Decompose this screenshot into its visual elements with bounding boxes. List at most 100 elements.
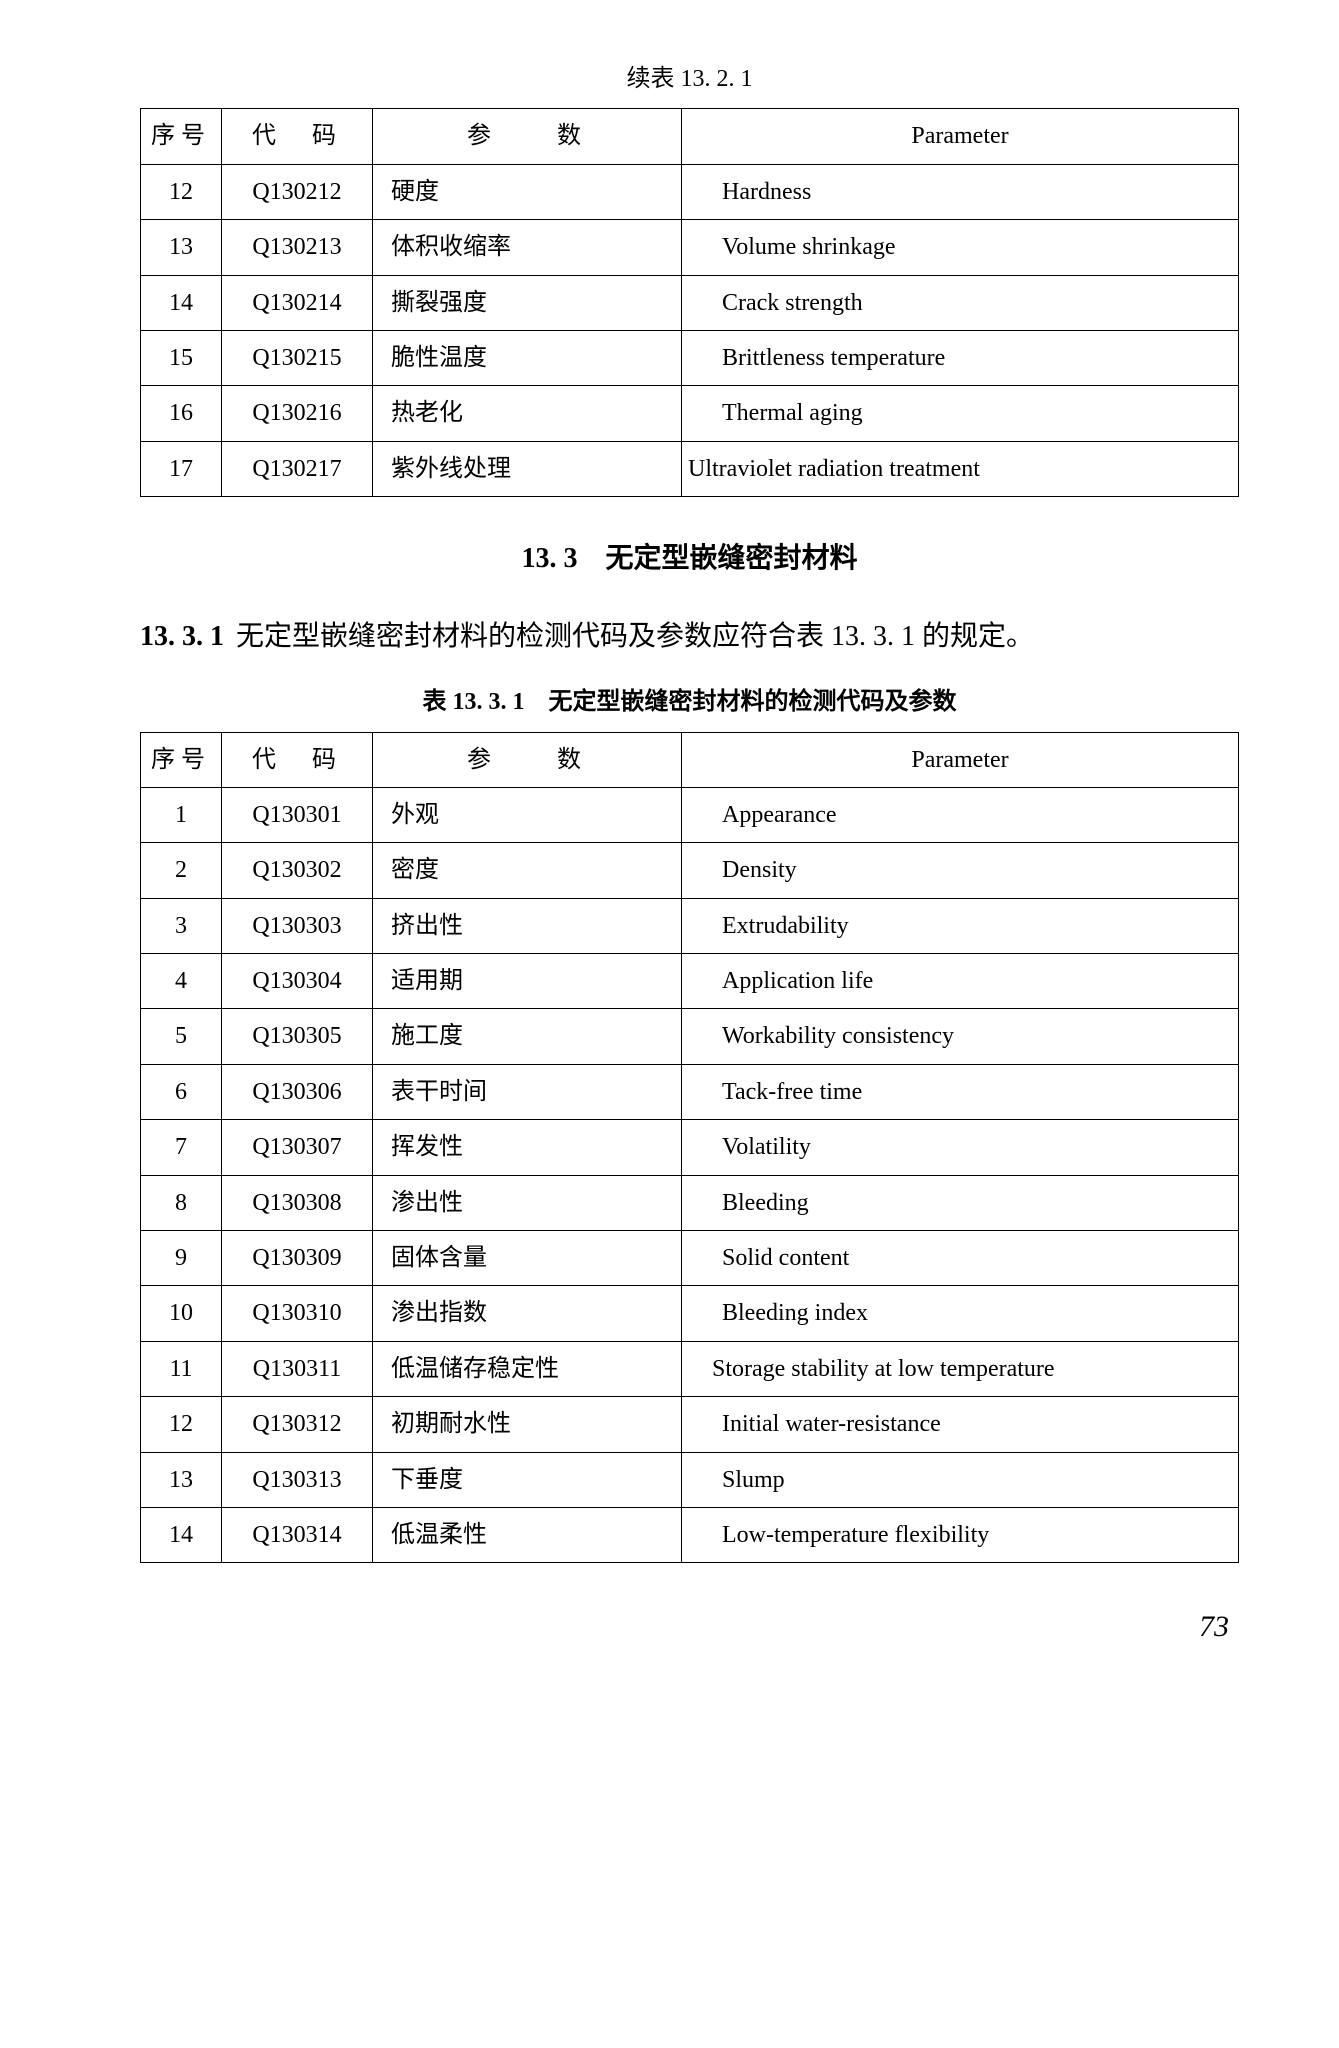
- cell-param-en: Thermal aging: [682, 386, 1239, 441]
- cell-code: Q130215: [222, 330, 373, 385]
- cell-seq: 14: [141, 1507, 222, 1562]
- cell-seq: 17: [141, 441, 222, 496]
- cell-code: Q130214: [222, 275, 373, 330]
- table-13-2-1-continued: 序号 代 码 参 数 Parameter 12Q130212硬度Hardness…: [140, 108, 1239, 497]
- cell-param-cn: 表干时间: [373, 1064, 682, 1119]
- table-row: 9Q130309固体含量Solid content: [141, 1231, 1239, 1286]
- cell-param-cn: 体积收缩率: [373, 220, 682, 275]
- cell-seq: 3: [141, 898, 222, 953]
- cell-code: Q130213: [222, 220, 373, 275]
- cell-code: Q130217: [222, 441, 373, 496]
- cell-param-en: Slump: [682, 1452, 1239, 1507]
- table2-header-param-en: Parameter: [682, 732, 1239, 787]
- cell-param-cn: 初期耐水性: [373, 1397, 682, 1452]
- table-row: 10Q130310渗出指数Bleeding index: [141, 1286, 1239, 1341]
- table2-header-row: 序号 代 码 参 数 Parameter: [141, 732, 1239, 787]
- cell-param-cn: 适用期: [373, 954, 682, 1009]
- cell-seq: 12: [141, 164, 222, 219]
- cell-code: Q130307: [222, 1120, 373, 1175]
- clause-paragraph: 13. 3. 1无定型嵌缝密封材料的检测代码及参数应符合表 13. 3. 1 的…: [140, 610, 1239, 663]
- cell-param-en: Volatility: [682, 1120, 1239, 1175]
- page-number: 73: [140, 1603, 1239, 1651]
- cell-code: Q130305: [222, 1009, 373, 1064]
- cell-param-cn: 施工度: [373, 1009, 682, 1064]
- table2-header-code: 代 码: [222, 732, 373, 787]
- cell-seq: 7: [141, 1120, 222, 1175]
- table1-caption: 续表 13. 2. 1: [140, 60, 1239, 98]
- cell-code: Q130301: [222, 787, 373, 842]
- cell-param-en: Bleeding index: [682, 1286, 1239, 1341]
- table-row: 12Q130212硬度Hardness: [141, 164, 1239, 219]
- cell-param-en: Brittleness temperature: [682, 330, 1239, 385]
- cell-code: Q130303: [222, 898, 373, 953]
- cell-param-cn: 脆性温度: [373, 330, 682, 385]
- cell-seq: 4: [141, 954, 222, 1009]
- cell-seq: 8: [141, 1175, 222, 1230]
- cell-code: Q130313: [222, 1452, 373, 1507]
- cell-seq: 6: [141, 1064, 222, 1119]
- cell-param-cn: 渗出性: [373, 1175, 682, 1230]
- cell-param-en: Initial water-resistance: [682, 1397, 1239, 1452]
- table-row: 11Q130311低温储存稳定性 Storage stability at lo…: [141, 1341, 1239, 1396]
- cell-seq: 10: [141, 1286, 222, 1341]
- cell-param-en: Workability consistency: [682, 1009, 1239, 1064]
- cell-code: Q130212: [222, 164, 373, 219]
- table2-header-param-cn: 参 数: [373, 732, 682, 787]
- cell-param-cn: 外观: [373, 787, 682, 842]
- cell-seq: 13: [141, 1452, 222, 1507]
- table2-caption: 表 13. 3. 1 无定型嵌缝密封材料的检测代码及参数: [140, 683, 1239, 721]
- cell-param-en: Solid content: [682, 1231, 1239, 1286]
- table1-header-seq: 序号: [141, 109, 222, 164]
- table1-header-row: 序号 代 码 参 数 Parameter: [141, 109, 1239, 164]
- cell-param-cn: 硬度: [373, 164, 682, 219]
- cell-code: Q130216: [222, 386, 373, 441]
- cell-code: Q130302: [222, 843, 373, 898]
- cell-seq: 13: [141, 220, 222, 275]
- cell-code: Q130310: [222, 1286, 373, 1341]
- cell-param-en: Appearance: [682, 787, 1239, 842]
- table-row: 1Q130301外观Appearance: [141, 787, 1239, 842]
- cell-seq: 11: [141, 1341, 222, 1396]
- cell-param-en: Bleeding: [682, 1175, 1239, 1230]
- cell-param-en: Density: [682, 843, 1239, 898]
- cell-seq: 1: [141, 787, 222, 842]
- table1-header-code: 代 码: [222, 109, 373, 164]
- table1-header-param-cn: 参 数: [373, 109, 682, 164]
- table-row: 7Q130307挥发性Volatility: [141, 1120, 1239, 1175]
- cell-code: Q130311: [222, 1341, 373, 1396]
- cell-code: Q130309: [222, 1231, 373, 1286]
- table-row: 8Q130308渗出性Bleeding: [141, 1175, 1239, 1230]
- cell-param-en: Volume shrinkage: [682, 220, 1239, 275]
- cell-param-cn: 低温柔性: [373, 1507, 682, 1562]
- cell-param-cn: 挥发性: [373, 1120, 682, 1175]
- table-row: 3Q130303挤出性Extrudability: [141, 898, 1239, 953]
- cell-code: Q130312: [222, 1397, 373, 1452]
- table2-header-seq: 序号: [141, 732, 222, 787]
- cell-seq: 15: [141, 330, 222, 385]
- cell-param-cn: 挤出性: [373, 898, 682, 953]
- table-row: 2Q130302密度Density: [141, 843, 1239, 898]
- cell-code: Q130308: [222, 1175, 373, 1230]
- table1-header-param-en: Parameter: [682, 109, 1239, 164]
- cell-param-en: Crack strength: [682, 275, 1239, 330]
- cell-param-cn: 下垂度: [373, 1452, 682, 1507]
- table-row: 6Q130306表干时间Tack-free time: [141, 1064, 1239, 1119]
- table-row: 12Q130312初期耐水性Initial water-resistance: [141, 1397, 1239, 1452]
- cell-param-en: Ultraviolet radiation treatment: [682, 441, 1239, 496]
- table-row: 5Q130305施工度Workability consistency: [141, 1009, 1239, 1064]
- table-row: 13Q130213体积收缩率Volume shrinkage: [141, 220, 1239, 275]
- cell-param-cn: 固体含量: [373, 1231, 682, 1286]
- table-row: 13Q130313下垂度Slump: [141, 1452, 1239, 1507]
- cell-param-en: Storage stability at low temperature: [682, 1341, 1239, 1396]
- cell-param-en: Tack-free time: [682, 1064, 1239, 1119]
- section-heading: 13. 3 无定型嵌缝密封材料: [140, 537, 1239, 582]
- table-row: 4Q130304适用期Application life: [141, 954, 1239, 1009]
- cell-seq: 2: [141, 843, 222, 898]
- clause-text: 无定型嵌缝密封材料的检测代码及参数应符合表 13. 3. 1 的规定。: [236, 621, 1034, 652]
- cell-code: Q130314: [222, 1507, 373, 1562]
- cell-code: Q130304: [222, 954, 373, 1009]
- cell-param-en: Hardness: [682, 164, 1239, 219]
- cell-param-cn: 低温储存稳定性: [373, 1341, 682, 1396]
- cell-seq: 12: [141, 1397, 222, 1452]
- cell-seq: 9: [141, 1231, 222, 1286]
